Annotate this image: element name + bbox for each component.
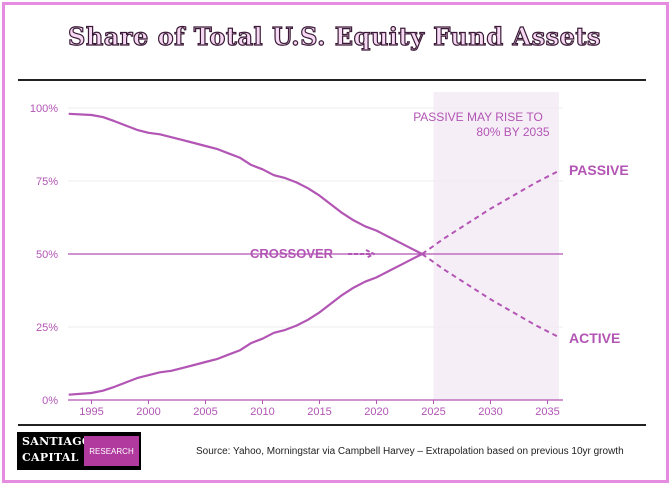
series-lines — [68, 112, 560, 396]
series-line-active — [68, 112, 423, 255]
annotation-projection-line2: 80% BY 2035 — [476, 125, 549, 139]
annotation-crossover: CROSSOVER — [250, 246, 334, 261]
series-label-passive: PASSIVE — [569, 162, 629, 178]
x-tick-label: 2020 — [364, 406, 388, 418]
y-tick-label: 75% — [36, 176, 58, 188]
series-label-active: ACTIVE — [569, 330, 620, 346]
source-note: Source: Yahoo, Morningstar via Campbell … — [196, 446, 624, 457]
x-tick-label: 2010 — [250, 406, 274, 418]
logo-badge: RESEARCH — [84, 436, 139, 466]
x-tick-label: 2035 — [535, 406, 559, 418]
top-rule — [18, 79, 646, 81]
y-tick-labels: 0% 25% 50% 75% 100% — [30, 103, 58, 407]
y-tick-label: 25% — [36, 322, 58, 334]
logo-line2: CAPITAL — [22, 451, 79, 464]
annotation-projection-line1: PASSIVE MAY RISE TO — [413, 110, 543, 124]
y-tick-label: 50% — [36, 249, 58, 261]
x-tick-label: 2005 — [193, 406, 217, 418]
series-projection-passive — [421, 169, 560, 255]
x-tick-label: 2025 — [421, 406, 445, 418]
chart-title: Share of Total U.S. Equity Fund Assets — [67, 21, 601, 51]
x-tick-label: 2015 — [307, 406, 331, 418]
crossover-arrow — [348, 249, 377, 259]
x-tick-label: 2030 — [478, 406, 502, 418]
projection-shade — [433, 92, 559, 400]
y-tick-label: 100% — [30, 103, 58, 115]
series-projection-active — [421, 253, 560, 339]
x-tick-label: 1995 — [79, 406, 103, 418]
series-line-passive — [68, 253, 423, 396]
x-tick-labels: 1995 2000 2005 2010 2015 2020 2025 2030 2035 — [79, 400, 560, 418]
logo-line1: SANTIAGO — [22, 435, 92, 448]
santiago-capital-logo: SANTIAGO CAPITAL RESEARCH — [17, 432, 141, 470]
x-tick-label: 2000 — [136, 406, 160, 418]
y-tick-label: 0% — [42, 395, 58, 407]
bottom-rule — [18, 424, 646, 426]
